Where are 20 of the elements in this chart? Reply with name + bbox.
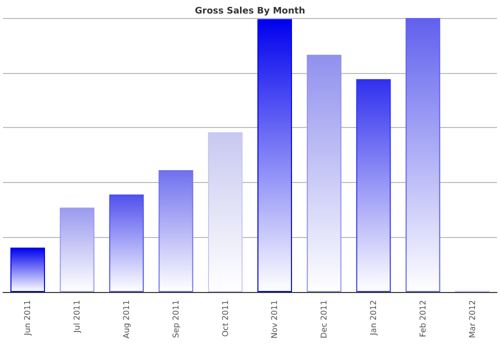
bar <box>208 132 243 292</box>
bar <box>158 170 194 292</box>
x-tick-label: Feb 2012 <box>418 300 428 338</box>
chart-title: Gross Sales By Month <box>194 6 306 16</box>
x-tick-label: Jul 2011 <box>72 300 82 334</box>
x-tick-label: Jun 2011 <box>23 300 32 336</box>
bar <box>10 248 45 292</box>
x-tick-label: Oct 2011 <box>220 300 230 337</box>
bar <box>257 19 292 292</box>
x-tick-label: Nov 2011 <box>270 300 280 339</box>
x-tick-label: Mar 2012 <box>468 300 477 338</box>
bar <box>356 79 391 292</box>
bar <box>306 54 342 292</box>
bar <box>406 18 440 292</box>
x-tick-label: Dec 2011 <box>320 300 329 338</box>
bar <box>60 208 94 292</box>
bar <box>109 194 144 292</box>
x-tick-label: Sep 2011 <box>171 300 180 338</box>
x-tick-label: Aug 2011 <box>122 300 131 339</box>
x-tick-label: Jan 2012 <box>369 300 378 336</box>
